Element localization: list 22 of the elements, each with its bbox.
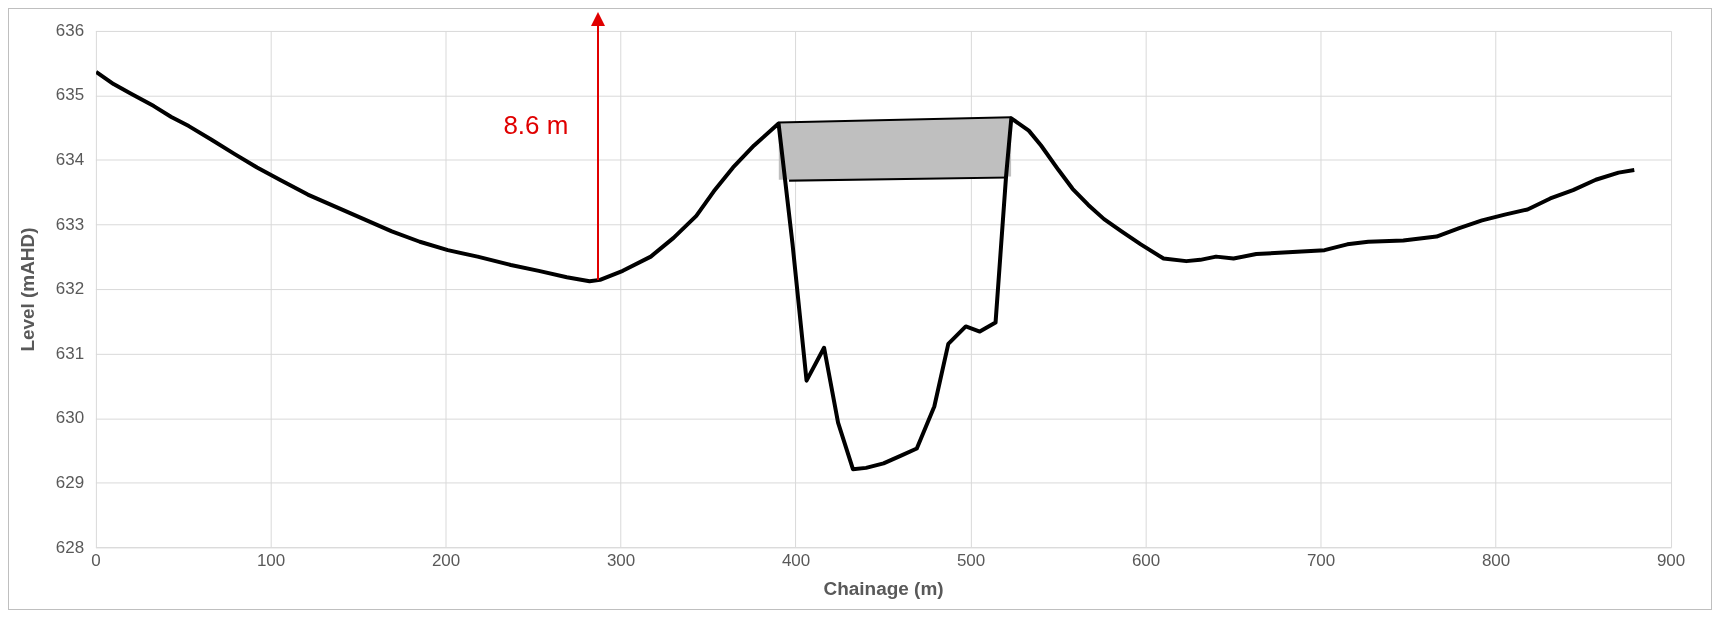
x-tick-label: 800 [1481, 550, 1511, 570]
y-tick-label: 629 [55, 473, 85, 493]
y-tick-label: 631 [55, 343, 85, 363]
x-tick-label: 400 [781, 550, 811, 570]
x-tick-label: 700 [1306, 550, 1336, 570]
y-tick-label: 630 [55, 408, 85, 428]
y-tick-label: 635 [55, 85, 85, 105]
x-tick-label: 500 [956, 550, 986, 570]
y-tick-label: 636 [55, 20, 85, 40]
y-tick-label: 633 [55, 214, 85, 234]
y-tick-label: 632 [55, 279, 85, 299]
x-tick-label: 300 [606, 550, 636, 570]
x-tick-label: 600 [1131, 550, 1161, 570]
x-axis-title: Chainage (m) [823, 577, 944, 599]
y-tick-label: 628 [55, 537, 85, 557]
x-tick-label: 900 [1656, 550, 1686, 570]
x-tick-label: 0 [91, 550, 101, 570]
x-tick-label: 200 [431, 550, 461, 570]
annotation: 8.6 m [503, 110, 569, 139]
y-tick-label: 634 [55, 150, 85, 170]
x-tick-label: 100 [256, 550, 286, 570]
y-axis-title: Level (mAHD) [16, 227, 38, 352]
